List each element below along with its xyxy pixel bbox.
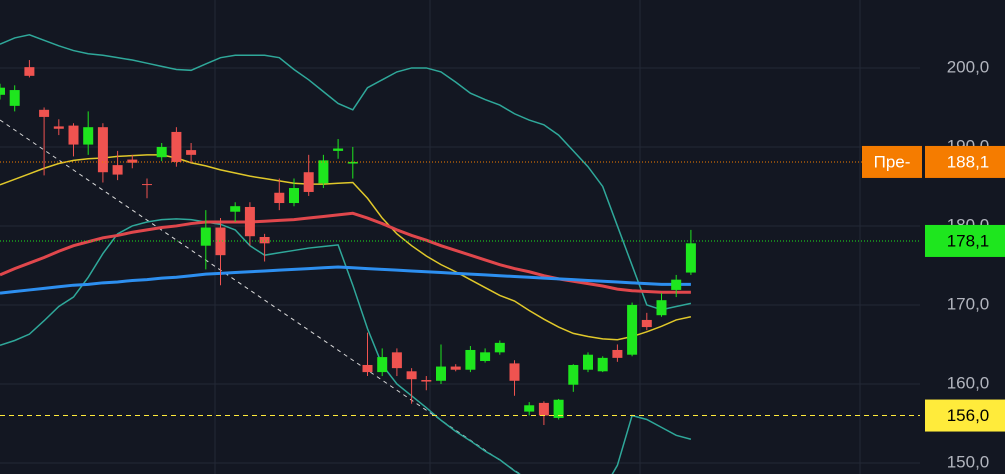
candle-body xyxy=(68,125,79,145)
candle-body xyxy=(347,161,358,164)
candle-body xyxy=(362,364,373,373)
candle-body xyxy=(215,227,226,256)
candle-body xyxy=(142,184,152,186)
candle-body xyxy=(230,206,241,212)
candle-body xyxy=(583,354,593,370)
candle-body xyxy=(289,188,299,204)
candle-body xyxy=(83,127,94,145)
candle-body xyxy=(333,148,344,151)
candle-body xyxy=(421,379,432,382)
indicator-line xyxy=(0,265,691,295)
candle-body xyxy=(450,366,461,370)
price-tag-name-box xyxy=(862,145,922,178)
candle-body xyxy=(274,192,285,204)
y-tick-label: 170,0 xyxy=(947,294,990,313)
price-tag-label: 156,0 xyxy=(947,406,990,425)
candle-body xyxy=(538,402,549,416)
indicator-line xyxy=(0,211,691,294)
candle-body xyxy=(627,304,638,355)
price-tag-label: 178,1 xyxy=(947,231,990,250)
price-tag xyxy=(925,224,1005,257)
candle-body xyxy=(494,342,505,353)
candle-body xyxy=(244,206,255,237)
candle-body xyxy=(156,146,167,158)
candle-body xyxy=(524,405,535,412)
candle-body xyxy=(303,172,314,192)
candle-body xyxy=(112,165,123,175)
candle-body xyxy=(127,159,138,163)
indicator-line xyxy=(0,33,692,311)
candle-body xyxy=(480,352,491,362)
candle-body xyxy=(318,160,329,184)
candle-body xyxy=(391,352,402,369)
candle-body xyxy=(39,109,50,117)
indicator-line xyxy=(0,154,692,341)
candle-body xyxy=(568,364,579,385)
y-tick-label: 200,0 xyxy=(947,57,990,76)
candle-body xyxy=(509,363,520,381)
candle-body xyxy=(597,357,608,372)
candle-body xyxy=(685,243,696,273)
grid xyxy=(0,67,920,464)
candle-body xyxy=(656,300,667,316)
price-tag-name: Пре- xyxy=(874,152,911,171)
candle-body xyxy=(612,349,623,358)
trend-line xyxy=(0,119,521,474)
candle-body xyxy=(200,227,211,246)
y-tick-label: 160,0 xyxy=(947,373,990,392)
candle-body xyxy=(259,237,270,244)
candle-body xyxy=(97,127,108,173)
plot xyxy=(0,33,920,474)
vertical-grid xyxy=(214,0,861,474)
candle-body xyxy=(53,126,64,129)
candle-body xyxy=(0,87,5,95)
candle-body xyxy=(24,67,35,76)
candle-body xyxy=(641,319,652,328)
y-tick-label: 150,0 xyxy=(947,452,990,471)
candle-body xyxy=(436,366,446,381)
candle-body xyxy=(465,349,476,370)
candle-body xyxy=(9,90,20,106)
price-axis: 150,0160,0170,0180,0190,0200,0188,1Пре-1… xyxy=(862,57,1005,471)
price-tag xyxy=(925,145,1005,178)
candle-body xyxy=(553,399,564,418)
price-tag-label: 188,1 xyxy=(947,152,990,171)
candle-body xyxy=(406,371,417,380)
candle-body xyxy=(377,357,388,373)
price-tag xyxy=(925,399,1005,432)
candle-body xyxy=(671,279,682,290)
candle-body xyxy=(186,150,197,155)
candle-body xyxy=(171,131,182,162)
